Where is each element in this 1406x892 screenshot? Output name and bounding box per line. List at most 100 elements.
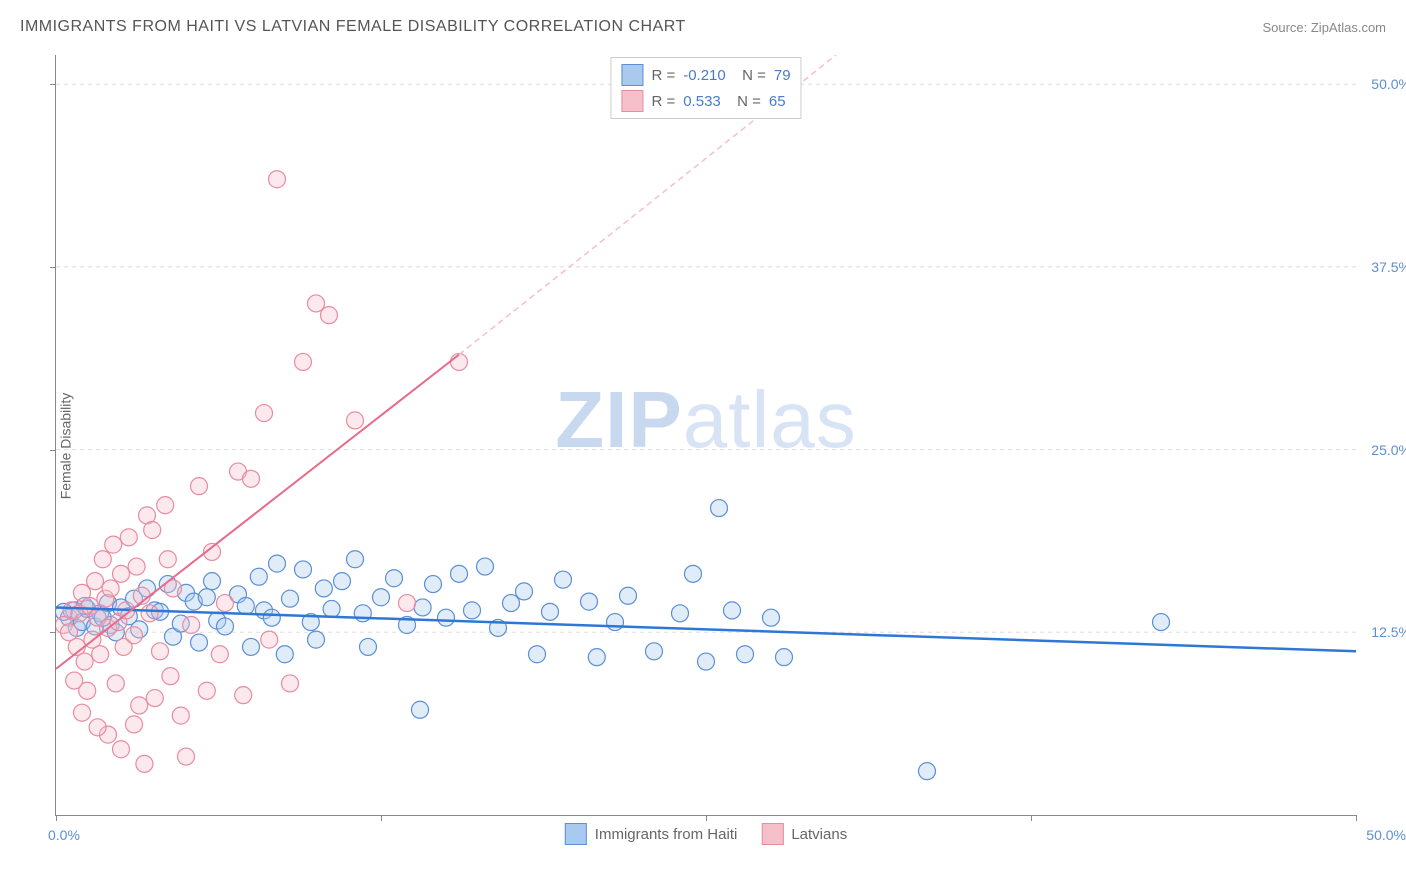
x-tick-mark <box>381 815 382 821</box>
data-point <box>919 763 936 780</box>
data-point <box>399 595 416 612</box>
swatch-haiti-bottom <box>565 823 587 845</box>
legend-r-haiti: -0.210 <box>683 67 726 84</box>
data-point <box>113 565 130 582</box>
legend-n-latvians: 65 <box>769 93 786 110</box>
data-point <box>128 558 145 575</box>
data-point <box>269 555 286 572</box>
data-point <box>126 716 143 733</box>
data-point <box>425 576 442 593</box>
data-point <box>373 589 390 606</box>
legend-r-label: R = <box>651 93 675 110</box>
correlation-legend: R = -0.210 N = 79 R = 0.533 N = 65 <box>610 57 801 119</box>
data-point <box>607 614 624 631</box>
legend-label-latvians: Latvians <box>791 826 847 843</box>
data-point <box>646 643 663 660</box>
legend-item-latvians: Latvians <box>761 823 847 845</box>
data-point <box>360 638 377 655</box>
data-point <box>588 649 605 666</box>
data-point <box>243 470 260 487</box>
data-point <box>555 571 572 588</box>
data-point <box>198 682 215 699</box>
data-point <box>477 558 494 575</box>
data-point <box>276 646 293 663</box>
series-legend: Immigrants from Haiti Latvians <box>565 823 847 845</box>
data-point <box>92 646 109 663</box>
data-point <box>178 748 195 765</box>
data-point <box>157 497 174 514</box>
source-label: Source: ZipAtlas.com <box>1262 20 1386 35</box>
data-point <box>191 634 208 651</box>
data-point <box>776 649 793 666</box>
data-point <box>282 590 299 607</box>
data-point <box>315 580 332 597</box>
data-point <box>414 599 431 616</box>
legend-r-label: R = <box>651 67 675 84</box>
data-point <box>198 589 215 606</box>
data-point <box>412 701 429 718</box>
data-point <box>162 668 179 685</box>
legend-n-label: N = <box>734 67 766 84</box>
swatch-latvians <box>621 90 643 112</box>
data-point <box>295 561 312 578</box>
data-point <box>87 573 104 590</box>
data-point <box>141 605 158 622</box>
data-point <box>256 405 273 422</box>
data-point <box>102 580 119 597</box>
data-point <box>126 627 143 644</box>
x-tick-mark <box>1031 815 1032 821</box>
data-point <box>172 707 189 724</box>
chart-svg <box>56 55 1356 815</box>
data-point <box>237 598 254 615</box>
data-point <box>76 653 93 670</box>
data-point <box>159 551 176 568</box>
data-point <box>347 551 364 568</box>
data-point <box>131 697 148 714</box>
data-point <box>438 609 455 626</box>
data-point <box>217 595 234 612</box>
data-point <box>120 529 137 546</box>
data-point <box>451 353 468 370</box>
data-point <box>263 609 280 626</box>
legend-n-label: N = <box>729 93 761 110</box>
data-point <box>464 602 481 619</box>
data-point <box>250 568 267 585</box>
x-tick-0: 0.0% <box>48 827 80 843</box>
data-point <box>211 646 228 663</box>
data-point <box>451 565 468 582</box>
legend-r-latvians: 0.533 <box>683 93 721 110</box>
data-point <box>386 570 403 587</box>
y-tick-label: 37.5% <box>1371 259 1406 275</box>
legend-n-haiti: 79 <box>774 67 791 84</box>
data-point <box>66 672 83 689</box>
data-point <box>581 593 598 610</box>
data-point <box>217 618 234 635</box>
data-point <box>724 602 741 619</box>
data-point <box>334 573 351 590</box>
x-tick-mark <box>706 815 707 821</box>
data-point <box>295 353 312 370</box>
data-point <box>152 643 169 660</box>
data-point <box>107 675 124 692</box>
data-point <box>542 603 559 620</box>
data-point <box>282 675 299 692</box>
chart-title: IMMIGRANTS FROM HAITI VS LATVIAN FEMALE … <box>20 18 686 36</box>
data-point <box>243 638 260 655</box>
data-point <box>321 307 338 324</box>
data-point <box>183 617 200 634</box>
legend-item-haiti: Immigrants from Haiti <box>565 823 738 845</box>
data-point <box>698 653 715 670</box>
data-point <box>1153 614 1170 631</box>
y-tick-label: 50.0% <box>1371 76 1406 92</box>
plot-area: ZIPatlas R = -0.210 N = 79 R = 0.533 N =… <box>55 55 1356 816</box>
x-tick-mark <box>56 815 57 821</box>
data-point <box>146 690 163 707</box>
data-point <box>74 704 91 721</box>
y-tick-label: 12.5% <box>1371 624 1406 640</box>
data-point <box>347 412 364 429</box>
data-point <box>323 600 340 617</box>
x-tick-mark <box>1356 815 1357 821</box>
data-point <box>737 646 754 663</box>
x-tick-50: 50.0% <box>1366 827 1406 843</box>
data-point <box>685 565 702 582</box>
